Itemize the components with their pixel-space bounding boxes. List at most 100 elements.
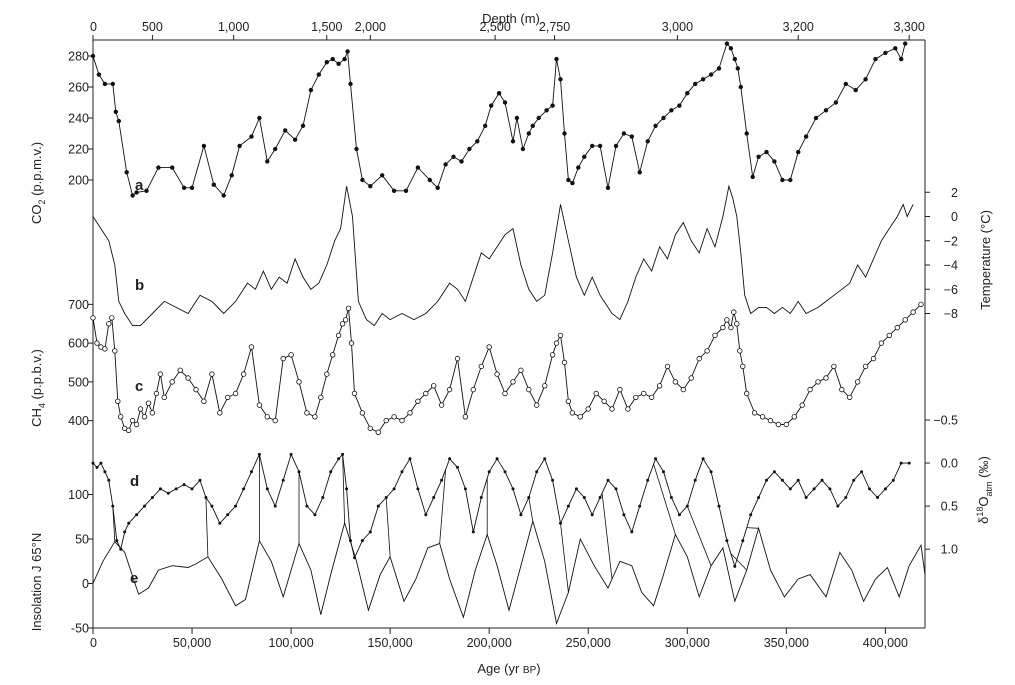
series-a-point [483, 123, 488, 128]
series-a-point [744, 131, 749, 136]
ins-axis-title: Insolation J 65°N [29, 533, 44, 631]
series-d-point [341, 452, 345, 456]
series-c-point [601, 398, 607, 404]
series-a-point [391, 188, 397, 193]
series-c-point [399, 417, 405, 424]
series-d-point [273, 504, 277, 508]
series-d-point [115, 539, 119, 543]
series-a-point [502, 100, 508, 105]
series-d-point [368, 530, 372, 534]
series-c-point [185, 375, 191, 381]
ch4-axis-title: CH4 (p.p.b.v.) [29, 349, 47, 427]
series-a-point [530, 123, 535, 128]
series-c-point [169, 379, 175, 385]
series-c-point [359, 410, 366, 416]
series-a-point [653, 123, 658, 128]
series-c-point [759, 414, 766, 420]
series-c-point [799, 402, 805, 408]
series-d-point [91, 461, 95, 465]
co2-tick-label: 280 [68, 50, 89, 64]
temp-tick-label: 0 [951, 210, 958, 224]
series-c-point [740, 363, 746, 370]
series-a-point [211, 182, 216, 187]
series-c-point [339, 321, 346, 327]
series-d-label: d [130, 473, 139, 490]
temp-tick-label: 2 [951, 186, 958, 200]
series-d-point [143, 504, 146, 508]
series-c-point [351, 390, 358, 397]
series-c-point [815, 379, 821, 385]
series-d-point [891, 478, 895, 482]
d-e-connector [730, 553, 748, 571]
series-c-point [375, 429, 381, 435]
series-c-point [217, 410, 223, 416]
series-a-point [116, 118, 122, 124]
series-a-point [590, 143, 595, 149]
series-d-point [198, 478, 202, 482]
series-a-point [576, 165, 581, 170]
series-a-point [843, 81, 848, 87]
series-c-point [117, 414, 124, 420]
series-b-line [92, 184, 914, 327]
series-a-point [605, 185, 611, 190]
series-a-point [181, 185, 187, 190]
series-a-point [510, 139, 516, 144]
series-a-point [130, 193, 135, 198]
series-d-point [828, 487, 832, 491]
series-a-point [342, 56, 347, 62]
series-a-point [780, 177, 785, 183]
series-a-point [724, 41, 730, 46]
series-c-point [902, 317, 908, 323]
series-d-point [471, 530, 475, 534]
series-d-point [297, 470, 301, 474]
ch4-tick-label: 400 [68, 414, 89, 428]
series-c-point [553, 340, 560, 346]
depth-tick-label: 2,750 [539, 20, 570, 34]
series-a-point [300, 123, 306, 128]
series-c-point [446, 386, 453, 393]
series-c-point [102, 346, 108, 352]
series-c-point [415, 398, 421, 404]
series-a-point [336, 61, 341, 66]
series-d-point [376, 504, 380, 508]
series-c-point [839, 386, 845, 393]
co2-axis-title: CO2 (p.p.m.v.) [29, 142, 47, 224]
series-c-point [557, 332, 564, 339]
series-a-point [621, 131, 627, 136]
series-c-point [115, 398, 121, 404]
series-c-point [423, 390, 429, 397]
series-d-point [408, 457, 412, 461]
series-a-point [229, 173, 234, 178]
series-c-point [751, 410, 758, 416]
series-a-point [380, 173, 385, 178]
series-d-point [250, 470, 253, 474]
series-a-point [863, 77, 868, 82]
series-d-point [289, 452, 293, 456]
series-d-point [305, 504, 309, 508]
d18o-axis-title: δ18Oatm (‰) [975, 456, 994, 524]
series-a-point [283, 128, 288, 133]
series-d-point [622, 513, 626, 517]
series-c-point [526, 386, 532, 393]
series-d-point [899, 461, 903, 465]
series-c-point [744, 390, 750, 397]
series-d-point [329, 470, 333, 474]
series-c-point [617, 386, 623, 393]
series-d-point [495, 457, 499, 461]
series-c-point [391, 414, 397, 420]
series-d-point [582, 496, 586, 499]
series-c-point [367, 425, 373, 432]
series-a-point [700, 77, 706, 82]
series-c-point [335, 332, 342, 339]
series-a-point [899, 56, 904, 62]
series-a-point [113, 109, 119, 115]
d18o-tick-label: 0.5 [941, 500, 958, 514]
series-b-label: b [135, 277, 144, 294]
series-c-point [894, 324, 900, 331]
series-c-point [494, 371, 500, 377]
series-c-point [518, 367, 524, 373]
series-d-point [717, 504, 721, 508]
series-d-point [182, 483, 186, 487]
series-c-point [918, 301, 924, 308]
series-c-point [312, 414, 318, 420]
